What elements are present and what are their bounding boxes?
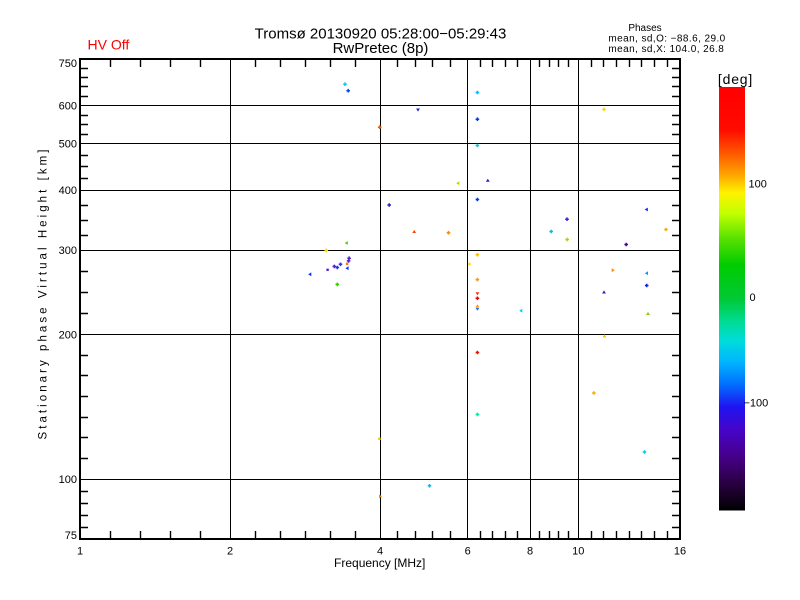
svg-text:0: 0 bbox=[750, 292, 756, 304]
svg-text:600: 600 bbox=[59, 101, 77, 113]
svg-text:400: 400 bbox=[59, 185, 77, 197]
svg-text:mean, sd,X: 104.0, 26.8: mean, sd,X: 104.0, 26.8 bbox=[608, 44, 724, 55]
svg-text:4: 4 bbox=[377, 546, 383, 558]
svg-text:100: 100 bbox=[59, 474, 77, 486]
svg-text:16: 16 bbox=[674, 546, 686, 558]
svg-text:RwPretec (8p): RwPretec (8p) bbox=[333, 40, 429, 57]
svg-text:[deg]: [deg] bbox=[718, 71, 753, 87]
svg-text:Phases: Phases bbox=[628, 23, 661, 34]
svg-text:10: 10 bbox=[572, 546, 584, 558]
svg-text:75: 75 bbox=[65, 530, 77, 542]
svg-text:Tromsø 20130920 05:28:00−05:29: Tromsø 20130920 05:28:00−05:29:43 bbox=[255, 26, 507, 43]
svg-text:200: 200 bbox=[59, 330, 77, 342]
svg-text:300: 300 bbox=[59, 245, 77, 257]
svg-text:8: 8 bbox=[527, 546, 533, 558]
svg-text:100: 100 bbox=[749, 179, 767, 191]
svg-text:mean, sd,O: −88.6, 29.0: mean, sd,O: −88.6, 29.0 bbox=[608, 34, 725, 45]
svg-text:−100: −100 bbox=[744, 398, 769, 410]
svg-text:750: 750 bbox=[59, 58, 77, 70]
svg-text:1: 1 bbox=[77, 546, 83, 558]
svg-text:2: 2 bbox=[227, 546, 233, 558]
svg-text:500: 500 bbox=[59, 139, 77, 151]
svg-text:HV Off: HV Off bbox=[88, 37, 130, 53]
svg-text:6: 6 bbox=[465, 546, 471, 558]
svg-text:Stationary phase Virtual Heigh: Stationary phase Virtual Height [km] bbox=[38, 146, 50, 439]
svg-text:Frequency [MHz]: Frequency [MHz] bbox=[334, 556, 425, 570]
